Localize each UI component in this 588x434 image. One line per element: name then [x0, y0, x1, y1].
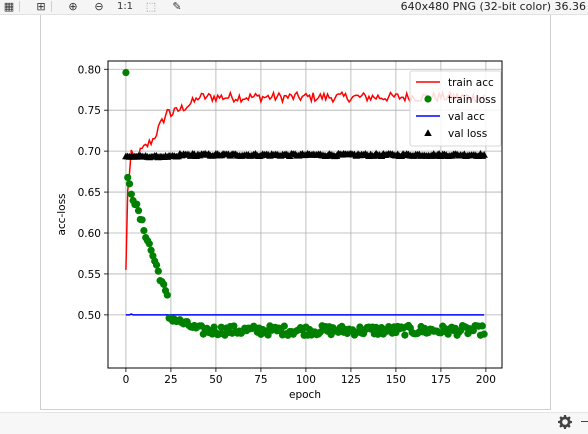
- viewer-toolbar: ▦ ⊞ ⊕ ⊖ 1:1 ⬚ ✎ 640x480 PNG (32-bit colo…: [0, 0, 588, 15]
- train-loss-point: [154, 267, 162, 275]
- x-tick-label: 25: [164, 374, 177, 386]
- y-axis-label: acc-loss: [56, 193, 68, 235]
- x-tick-label: 100: [296, 374, 316, 386]
- train-loss-point: [124, 173, 132, 182]
- gear-icon[interactable]: [557, 414, 573, 430]
- train-loss-point: [230, 322, 238, 330]
- train-loss-point: [145, 240, 153, 248]
- legend-box: [409, 70, 502, 147]
- train-loss-point: [152, 261, 161, 269]
- y-tick-label: 0.70: [78, 146, 101, 158]
- legend-marker: [424, 95, 432, 103]
- train-loss-point: [280, 322, 288, 330]
- status-bar: [0, 412, 588, 434]
- train-loss-point: [480, 330, 488, 338]
- y-tick-label: 0.50: [78, 310, 101, 322]
- train-loss-point: [138, 216, 146, 224]
- legend-label: val acc: [448, 111, 485, 123]
- x-tick-label: 150: [386, 374, 406, 386]
- color-picker-icon[interactable]: ✎: [172, 0, 182, 13]
- legend-marker: [424, 129, 432, 136]
- checkerboard-icon[interactable]: ▦: [3, 0, 20, 13]
- train-loss-point: [160, 280, 168, 288]
- legend-label: val loss: [448, 128, 487, 140]
- x-tick-label: 50: [209, 374, 222, 386]
- train-loss-point: [125, 180, 134, 188]
- val-loss-point: [480, 150, 488, 158]
- legend-label: train acc: [448, 77, 494, 89]
- x-tick-label: 200: [476, 374, 496, 386]
- x-tick-label: 75: [254, 374, 267, 386]
- plot-frame: [107, 60, 503, 369]
- train-loss-point: [122, 68, 130, 77]
- train-loss-point: [444, 330, 452, 338]
- train-loss-point: [133, 200, 141, 208]
- train-loss-point: [127, 190, 135, 198]
- zoom-out-icon[interactable]: ⊖: [94, 0, 104, 13]
- actual-size-button[interactable]: 1:1: [116, 1, 134, 12]
- legend-label: train loss: [448, 94, 496, 106]
- train-loss-point: [163, 291, 171, 299]
- chart: 0 25 50 75 100 125 150 175 200 0.50 0.55 0.60 0.65 0.…: [56, 60, 503, 401]
- x-tick-label: 0: [123, 374, 130, 386]
- y-tick-label: 0.80: [78, 64, 101, 76]
- x-tick-label: 125: [341, 374, 361, 386]
- minus-icon[interactable]: [581, 421, 588, 422]
- train-loss-point: [401, 331, 409, 339]
- x-tick-label: 175: [431, 374, 451, 386]
- train-loss-point: [374, 330, 382, 338]
- series-val-loss: [122, 149, 488, 161]
- y-tick-label: 0.75: [78, 105, 101, 117]
- series-train-loss: [122, 68, 488, 339]
- train-loss-point: [140, 226, 148, 235]
- train-loss-point: [356, 323, 364, 331]
- legend: train acc train loss val acc val loss: [409, 70, 502, 147]
- train-loss-point: [478, 322, 486, 330]
- series-line-val-acc: [125, 313, 485, 316]
- train-loss-point: [147, 246, 155, 254]
- x-axis-label: epoch: [289, 389, 321, 401]
- train-loss-point: [134, 207, 143, 215]
- image-info: 640x480 PNG (32-bit color) 36.36: [400, 0, 586, 13]
- y-tick-label: 0.60: [78, 228, 101, 240]
- image-frame: 0 25 50 75 100 125 150 175 200 0.50 0.55 0.60 0.65 0.…: [40, 15, 551, 410]
- y-tick-label: 0.65: [78, 187, 101, 199]
- zoom-in-icon[interactable]: ⊕: [68, 0, 78, 13]
- train-loss-point: [210, 323, 218, 331]
- fit-window-icon[interactable]: ⬚: [145, 0, 157, 13]
- grid-icon[interactable]: ⊞: [34, 0, 52, 13]
- train-loss-point: [217, 323, 225, 331]
- y-tick-label: 0.55: [78, 269, 101, 281]
